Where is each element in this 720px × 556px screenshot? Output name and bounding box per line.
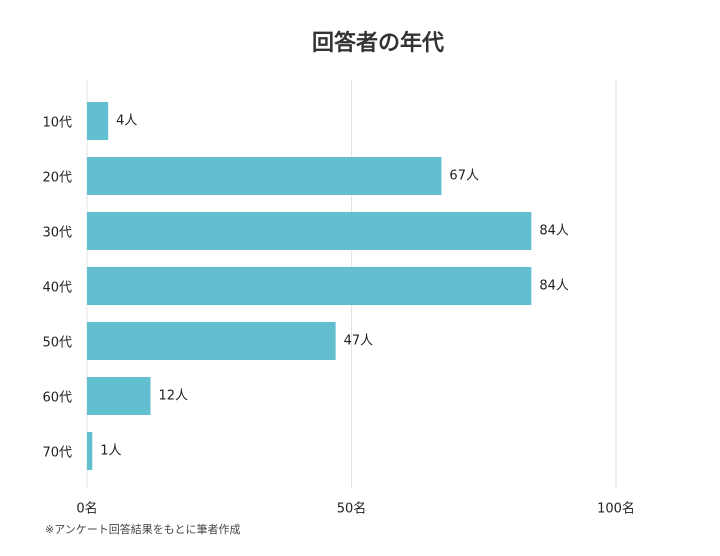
value-label: 47人 [344,334,374,349]
value-label: 12人 [158,389,188,404]
value-label: 1人 [100,444,121,459]
value-label: 4人 [116,114,137,129]
bar [87,157,442,195]
chart-title: 回答者の年代 [312,30,444,56]
bar [87,212,532,250]
value-label: 84人 [539,224,569,239]
bar [87,102,109,140]
x-tick-label: 50名 [337,501,367,517]
value-label: 84人 [539,279,569,294]
y-tick-label: 20代 [42,171,72,186]
y-tick-label: 30代 [42,226,72,241]
value-label: 67人 [449,169,479,184]
y-tick-label: 50代 [42,336,72,351]
bar [87,322,336,360]
y-tick-label: 60代 [42,391,72,406]
bar [87,267,532,305]
bar [87,432,93,470]
y-tick-label: 10代 [42,116,72,131]
x-tick-label: 100名 [597,501,635,517]
footnote: ※アンケート回答結果をもとに筆者作成 [45,522,241,536]
bar [87,377,151,415]
y-tick-label: 70代 [42,446,72,461]
x-tick-label: 0名 [76,501,97,517]
y-tick-label: 40代 [42,281,72,296]
